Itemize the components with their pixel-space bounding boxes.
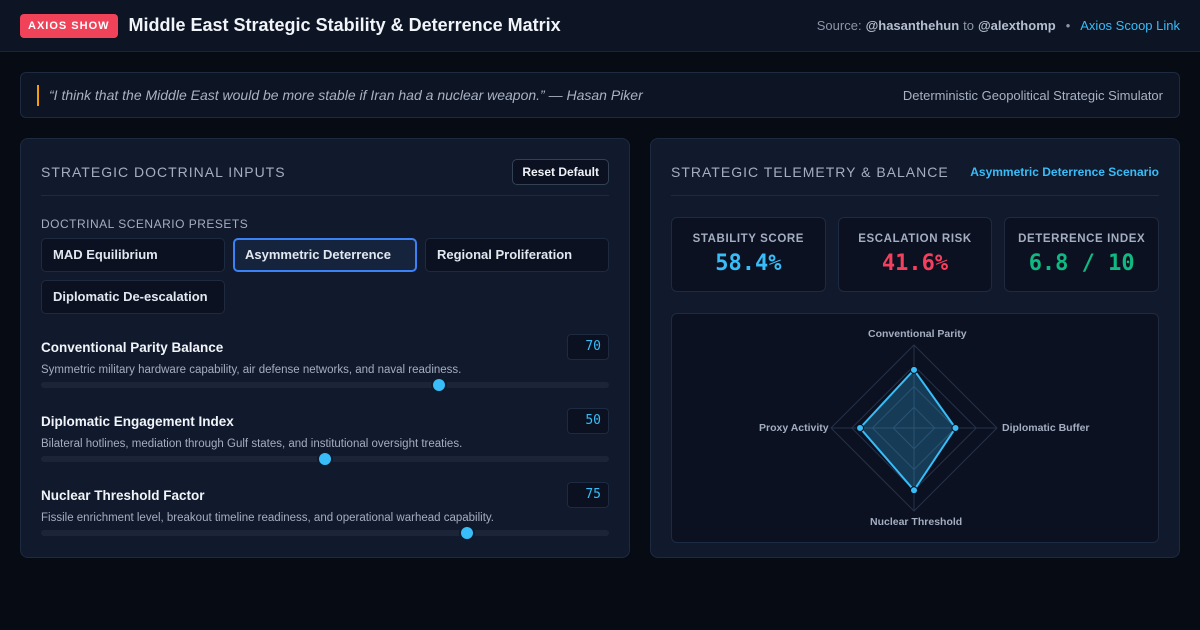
radar-chart: Conventional Parity Diplomatic Buffer Nu…	[671, 313, 1159, 543]
param-name: Diplomatic Engagement Index	[41, 413, 234, 429]
quote-banner: “I think that the Middle East would be m…	[20, 72, 1180, 118]
quote-text: “I think that the Middle East would be m…	[49, 87, 643, 103]
param-description: Bilateral hotlines, mediation through Gu…	[41, 438, 463, 450]
preset-asymmetric-deterrence[interactable]: Asymmetric Deterrence	[233, 238, 417, 272]
preset-regional-proliferation[interactable]: Regional Proliferation	[425, 238, 609, 272]
param-value-field[interactable]: 70	[567, 334, 609, 360]
source-to-word: to	[963, 18, 974, 33]
radar-svg	[830, 344, 998, 512]
source-prefix: Source:	[816, 18, 862, 33]
source-to: @alexthomp	[978, 18, 1056, 33]
param-conventional-parity: Conventional Parity Balance 70 Symmetric…	[41, 334, 609, 393]
slider-track[interactable]	[41, 377, 609, 393]
radar-point-1	[910, 365, 918, 374]
radar-axis-nuclear-threshold: Nuclear Threshold	[870, 516, 963, 528]
telemetry-panel: STRATEGIC TELEMETRY & BALANCE Asymmetric…	[650, 138, 1180, 558]
panel-divider	[671, 195, 1159, 196]
slider-thumb[interactable]	[459, 525, 475, 541]
param-description: Symmetric military hardware capability, …	[41, 364, 462, 376]
slider-track[interactable]	[41, 451, 609, 467]
show-badge: AXIOS SHOW	[20, 13, 118, 38]
slider-thumb[interactable]	[430, 377, 447, 393]
metrics-row: STABILITY SCORE 58.4% ESCALATION RISK 41…	[671, 217, 1160, 292]
source-from: @hasanthehun	[865, 18, 960, 33]
axios-scoop-link[interactable]: Axios Scoop Link	[1080, 18, 1180, 33]
metric-value: 41.6%	[881, 251, 949, 276]
param-name: Conventional Parity Balance	[41, 339, 224, 355]
param-nuclear-threshold: Nuclear Threshold Factor 75 Fissile enri…	[41, 482, 609, 541]
radar-axis-conventional-parity: Conventional Parity	[868, 328, 967, 340]
simulator-label: Deterministic Geopolitical Strategic Sim…	[902, 87, 1163, 103]
preset-mad-equilibrium[interactable]: MAD Equilibrium	[41, 238, 225, 272]
radar-axis-diplomatic-buffer: Diplomatic Buffer	[1002, 422, 1090, 434]
quote-accent-bar	[37, 84, 39, 106]
preset-grid: MAD Equilibrium Asymmetric Deterrence Re…	[41, 238, 609, 314]
telemetry-panel-title: STRATEGIC TELEMETRY & BALANCE	[671, 164, 949, 180]
panel-divider	[41, 195, 609, 196]
radar-axis-proxy-activity: Proxy Activity	[759, 422, 829, 434]
metric-label: ESCALATION RISK	[858, 233, 972, 245]
source-line: Source: @hasanthehun to @alexthomp • Axi…	[817, 18, 1180, 33]
metric-deterrence-index: DETERRENCE INDEX 6.8 / 10	[1004, 217, 1160, 292]
param-value-field[interactable]: 50	[567, 408, 609, 434]
app-header: AXIOS SHOW Middle East Strategic Stabili…	[0, 0, 1200, 52]
scenario-label: Asymmetric Deterrence Scenario	[970, 165, 1159, 179]
separator-dot: •	[1065, 18, 1071, 33]
metric-label: STABILITY SCORE	[692, 233, 805, 245]
presets-label: DOCTRINAL SCENARIO PRESETS	[41, 217, 249, 231]
param-name: Nuclear Threshold Factor	[41, 487, 205, 503]
inputs-panel-title: STRATEGIC DOCTRINAL INPUTS	[41, 164, 286, 180]
metric-label: DETERRENCE INDEX	[1018, 233, 1146, 245]
radar-point-3	[910, 486, 918, 495]
radar-value-area	[858, 368, 957, 492]
slider-track[interactable]	[41, 525, 609, 541]
param-value-field[interactable]: 75	[567, 482, 609, 508]
preset-diplomatic-de-escalation[interactable]: Diplomatic De-escalation	[41, 280, 225, 314]
reset-default-button[interactable]: Reset Default	[512, 159, 609, 185]
metric-stability-score: STABILITY SCORE 58.4%	[671, 217, 826, 292]
radar-point-2	[951, 424, 960, 432]
doctrinal-inputs-panel: STRATEGIC DOCTRINAL INPUTS Reset Default…	[20, 138, 630, 558]
param-description: Fissile enrichment level, breakout timel…	[41, 512, 495, 524]
slider-thumb[interactable]	[317, 451, 333, 467]
metric-value: 58.4%	[715, 251, 782, 276]
metric-value: 6.8 / 10	[1028, 251, 1135, 276]
page-title: Middle East Strategic Stability & Deterr…	[128, 15, 561, 35]
radar-point-4	[856, 424, 865, 432]
metric-escalation-risk: ESCALATION RISK 41.6%	[837, 217, 993, 292]
param-diplomatic-engagement: Diplomatic Engagement Index 50 Bilateral…	[41, 408, 609, 467]
